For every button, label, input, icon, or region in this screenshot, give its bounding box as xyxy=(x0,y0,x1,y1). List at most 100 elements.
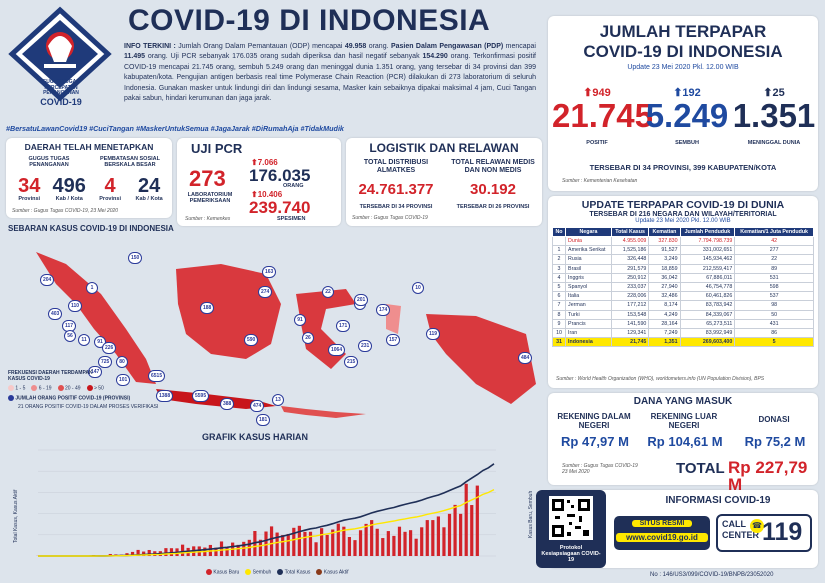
world-table-cell: 129,341 xyxy=(610,327,650,339)
map-case-label: 1388 xyxy=(156,390,174,402)
world-table-cell: 1 xyxy=(551,245,567,256)
map-case-label: 188 xyxy=(200,302,215,314)
info-text: Jumlah Orang Dalam Pemantauan (ODP) menc… xyxy=(175,43,345,50)
call-center-box[interactable]: CALL CENTER ☎ 119 xyxy=(716,514,812,552)
map-legend: FREKUENSI DAERAH TERDAMPAK KASUS COVID-1… xyxy=(8,370,178,410)
phone-icon: ☎ xyxy=(750,519,764,533)
world-table-row: 7 Jerman 177,212 8,174 83,783,942 98 xyxy=(551,300,814,311)
daerah-title: DAERAH TELAH MENETAPKAN xyxy=(24,142,154,152)
world-table: No Negara Total Kasus Kematian Jumlah Pendud… xyxy=(551,227,814,348)
situs-url[interactable]: www.covid19.go.id xyxy=(616,533,708,542)
kasus-baru-bar xyxy=(142,551,146,556)
world-table-cell: 5 xyxy=(551,281,567,293)
kasus-baru-bar xyxy=(286,533,290,556)
page-title: COVID-19 DI INDONESIA xyxy=(128,4,491,37)
legend-swatch-icon xyxy=(316,569,323,575)
kasus-baru-bar xyxy=(125,553,129,556)
call-label-2: CENTER xyxy=(722,530,760,540)
map-case-label: 163 xyxy=(262,266,277,278)
world-table-cell: 177,212 xyxy=(610,300,650,311)
legend-swatch-icon xyxy=(31,385,38,391)
map-case-label: 10 xyxy=(412,282,424,294)
world-table-cell: 331,002,651 xyxy=(679,245,736,256)
orang-value: 176.035 xyxy=(249,166,311,185)
world-table-cell: 3,249 xyxy=(648,254,681,265)
daerah-card: DAERAH TELAH MENETAPKAN GUGUS TUGAS PENA… xyxy=(6,138,172,218)
legend-item: 6 - 19 xyxy=(31,385,52,392)
legend-item: 1 - 5 xyxy=(8,385,25,391)
world-table-cell: 7,249 xyxy=(648,327,681,339)
info-negatif: 154.290 xyxy=(422,53,448,61)
garuda-shield-icon xyxy=(8,6,112,102)
dunia-sumber: Sumber : World Health Organization (WHO)… xyxy=(556,376,765,382)
world-table-cell: 4 xyxy=(551,272,567,283)
call-number: 119 xyxy=(762,518,803,546)
kasus-baru-bar xyxy=(370,520,374,556)
spes-value: 239.740 xyxy=(249,198,311,217)
qr-code-box[interactable]: Protokol Kesiapsiagaan COVID-19 xyxy=(536,490,606,568)
world-table-cell: Amerika Serikat xyxy=(565,245,612,256)
situs-resmi-box[interactable]: SITUS RESMI www.covid19.go.id xyxy=(614,516,710,550)
kasus-baru-bar xyxy=(436,516,440,556)
map-case-label: 181 xyxy=(256,414,271,426)
grafik-legend-label: Kasus Baru xyxy=(212,569,240,576)
world-table-cell: 21,745 xyxy=(610,337,650,348)
sembuh-line xyxy=(38,488,495,557)
gugus-prov: 34 xyxy=(18,175,41,197)
kalimantan-island xyxy=(176,264,281,359)
kasus-baru-bar xyxy=(331,529,335,556)
positif-delta: 949 xyxy=(592,87,611,99)
daerah-sumber: Sumber : Gugus Tugas COVID-19, 23 Mei 20… xyxy=(12,208,119,214)
world-table-cell: 6 xyxy=(551,291,567,302)
kasus-baru-bar xyxy=(225,548,229,556)
psbb-kab: 24 xyxy=(137,175,161,197)
ln-value: Rp 104,61 M xyxy=(647,434,723,449)
world-table-cell: 32,486 xyxy=(648,291,681,302)
world-table-cell: 22 xyxy=(734,254,814,265)
map-case-label: 204 xyxy=(40,274,55,286)
legend-swatch-icon xyxy=(245,569,252,575)
dunia-subtitle: TERSEBAR DI 216 NEGARA DAN WILAYAH/TERIT… xyxy=(589,211,777,218)
info-text: mencapai xyxy=(503,43,536,50)
jumlah-title-2: COVID-19 DI INDONESIA xyxy=(583,42,783,61)
map-case-label: 231 xyxy=(358,340,373,352)
kasus-baru-bar xyxy=(425,520,429,556)
dn-label: REKENING DALAM NEGERI xyxy=(557,412,631,430)
world-table-cell: 28,164 xyxy=(648,318,681,329)
uji-title: UJI PCR xyxy=(191,141,243,156)
arrow-up-icon: ⬆ xyxy=(763,87,773,99)
map-case-label: 5595 xyxy=(192,390,210,402)
map-case-label: 590 xyxy=(244,334,259,346)
map-case-label: 403 xyxy=(48,308,63,320)
meninggal-value: 1.351 xyxy=(732,97,816,134)
world-table-cell: 531 xyxy=(734,272,814,283)
positif-label: POSITIF xyxy=(586,140,608,146)
world-table-cell: 2 xyxy=(551,254,567,265)
world-table-cell: 9 xyxy=(551,318,567,329)
gugus-kab: 496 xyxy=(52,175,86,197)
logo-line: COVID-19 xyxy=(40,96,82,107)
gugus-values: 34 Provinsi 496 Kab / Kota xyxy=(12,176,92,202)
psbb-prov-label: Provinsi xyxy=(99,196,121,202)
map-case-label: 80 xyxy=(116,356,128,368)
alm-value: 24.761.377 xyxy=(358,181,434,198)
kasus-baru-bar xyxy=(264,531,268,556)
total-value: Rp 227,79 M xyxy=(728,458,808,494)
world-table-cell: 8 xyxy=(551,309,567,320)
kasus-baru-bar xyxy=(470,505,474,556)
logo-line: GUGUS TUGAS xyxy=(42,79,80,85)
map-case-label: 26 xyxy=(302,332,314,344)
rel-value: 30.192 xyxy=(470,181,516,198)
legend-swatch-icon xyxy=(8,385,14,391)
world-table-cell: 36,042 xyxy=(648,272,681,283)
kasus-baru-bar xyxy=(308,531,313,556)
world-header-cell: Kematian xyxy=(648,227,681,237)
legend-item-label: 6 - 19 xyxy=(37,385,52,392)
kasus-baru-bar xyxy=(320,528,324,556)
gugus-tugas-logo: GUGUS TUGAS PERCEPATAN PENANGANAN COVID-… xyxy=(8,6,113,118)
legend-item-label: 20 - 49 xyxy=(63,385,81,392)
info-text: orang. Uji PCR sebanyak 176.035 orang su… xyxy=(145,53,423,61)
kasus-baru-bar xyxy=(464,483,468,556)
world-table-cell: 233,037 xyxy=(610,281,650,293)
world-table-cell: 67,886,011 xyxy=(679,272,736,283)
